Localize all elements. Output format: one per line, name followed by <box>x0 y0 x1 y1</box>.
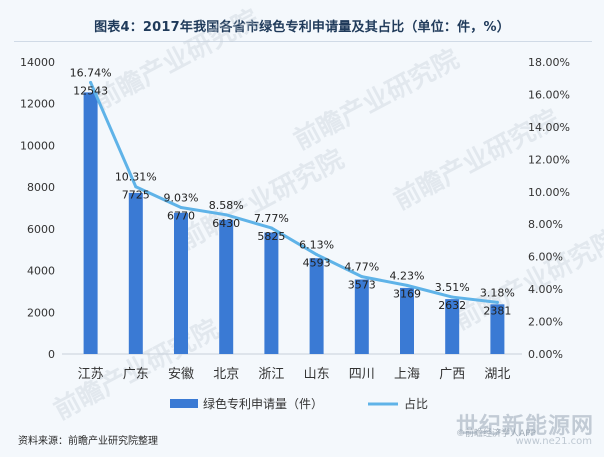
watermark-corner: 世纪新能源网 <box>455 414 594 439</box>
x-tick-label-广东: 广东 <box>123 367 149 382</box>
bar-浙江 <box>264 232 279 354</box>
bar-广东 <box>128 192 143 354</box>
bar-上海 <box>400 287 414 354</box>
line-point-江苏 <box>89 80 93 84</box>
y-right-tick-label: 8.00% <box>528 218 563 231</box>
share-label-四川: 4.77% <box>344 261 379 274</box>
share-label-江苏: 16.74% <box>70 66 112 79</box>
count-label-广东: 7725 <box>122 189 150 202</box>
x-tick-label-北京: 北京 <box>213 367 239 382</box>
x-tick-label-浙江: 浙江 <box>258 367 284 382</box>
y-left-tick-label: 4000 <box>27 265 55 278</box>
y-left-tick-label: 8000 <box>27 181 55 194</box>
watermark-corner-sub: www.ne21.com <box>515 436 592 447</box>
chart-title: 图表4：2017年我国各省市绿色专利申请量及其占比（单位：件，%） <box>94 20 510 35</box>
line-point-广西 <box>450 295 454 299</box>
share-label-上海: 4.23% <box>390 269 425 282</box>
share-label-浙江: 7.77% <box>254 212 289 225</box>
count-label-上海: 3169 <box>393 287 421 300</box>
share-label-山东: 6.13% <box>299 239 334 252</box>
x-tick-label-四川: 四川 <box>349 367 375 382</box>
title-divider <box>14 41 592 42</box>
y-right-tick-label: 10.00% <box>528 186 570 199</box>
line-point-上海 <box>405 283 409 287</box>
count-label-安徽: 6770 <box>167 210 195 223</box>
line-point-山东 <box>315 253 319 257</box>
watermark-main-0: 前瞻产业研究院 <box>89 3 264 116</box>
line-point-广东 <box>134 185 138 189</box>
y-right-tick-label: 16.00% <box>528 88 570 101</box>
line-point-湖北 <box>495 300 499 304</box>
y-right-tick-label: 0.00% <box>528 348 563 361</box>
count-label-江苏: 12543 <box>73 84 108 97</box>
line-point-安徽 <box>179 206 183 210</box>
y-right-tick-label: 18.00% <box>528 56 570 69</box>
share-label-安徽: 9.03% <box>164 192 199 205</box>
x-tick-label-安徽: 安徽 <box>168 367 194 382</box>
y-right-tick-label: 6.00% <box>528 251 563 264</box>
bar-北京 <box>219 219 234 354</box>
x-tick-label-广西: 广西 <box>439 367 465 382</box>
legend-line-label: 占比 <box>404 396 428 411</box>
bar-山东 <box>309 258 324 354</box>
count-label-北京: 6430 <box>212 217 240 230</box>
y-right-tick-label: 4.00% <box>528 283 563 296</box>
line-point-浙江 <box>269 226 273 230</box>
y-right-tick-label: 14.00% <box>528 121 570 134</box>
y-left-tick-label: 2000 <box>27 306 55 319</box>
share-label-广西: 3.51% <box>435 281 470 294</box>
y-left-tick-label: 10000 <box>20 139 55 152</box>
watermark-main-2: 前瞻产业研究院 <box>289 43 464 156</box>
count-label-浙江: 5825 <box>257 230 285 243</box>
count-label-广西: 2632 <box>438 299 466 312</box>
x-tick-label-江苏: 江苏 <box>78 366 104 382</box>
y-left-tick-label: 0 <box>48 348 55 361</box>
x-tick-label-上海: 上海 <box>394 367 420 382</box>
bar-江苏 <box>83 92 98 354</box>
watermark-main-4: 前瞻产业研究院 <box>449 223 604 336</box>
y-left-tick-label: 6000 <box>27 223 55 236</box>
y-right-tick-label: 12.00% <box>528 153 570 166</box>
legend-bar-swatch <box>170 399 198 408</box>
y-right-tick-label: 2.00% <box>528 316 563 329</box>
bar-安徽 <box>174 212 188 354</box>
line-share <box>89 80 499 304</box>
x-tick-label-湖北: 湖北 <box>484 367 510 382</box>
y-left-tick-label: 12000 <box>20 98 55 111</box>
count-label-湖北: 2381 <box>483 304 511 317</box>
share-label-广东: 10.31% <box>115 171 157 184</box>
bar-湖北 <box>490 304 505 354</box>
share-label-湖北: 3.18% <box>480 286 515 299</box>
line-point-北京 <box>224 213 228 217</box>
legend-bar-label: 绿色专利申请量（件） <box>203 396 323 411</box>
share-label-北京: 8.58% <box>209 199 244 212</box>
bar-广西 <box>445 299 460 354</box>
y-left-tick-label: 14000 <box>20 56 55 69</box>
watermark-app: ©前瞻经济学人APP <box>455 429 536 439</box>
x-tick-label-山东: 山东 <box>304 367 330 382</box>
count-label-山东: 4593 <box>303 257 331 270</box>
bar-四川 <box>354 279 369 354</box>
count-label-四川: 3573 <box>348 279 376 292</box>
source-note: 资料来源：前瞻产业研究院整理 <box>18 436 158 447</box>
line-point-四川 <box>360 275 364 279</box>
